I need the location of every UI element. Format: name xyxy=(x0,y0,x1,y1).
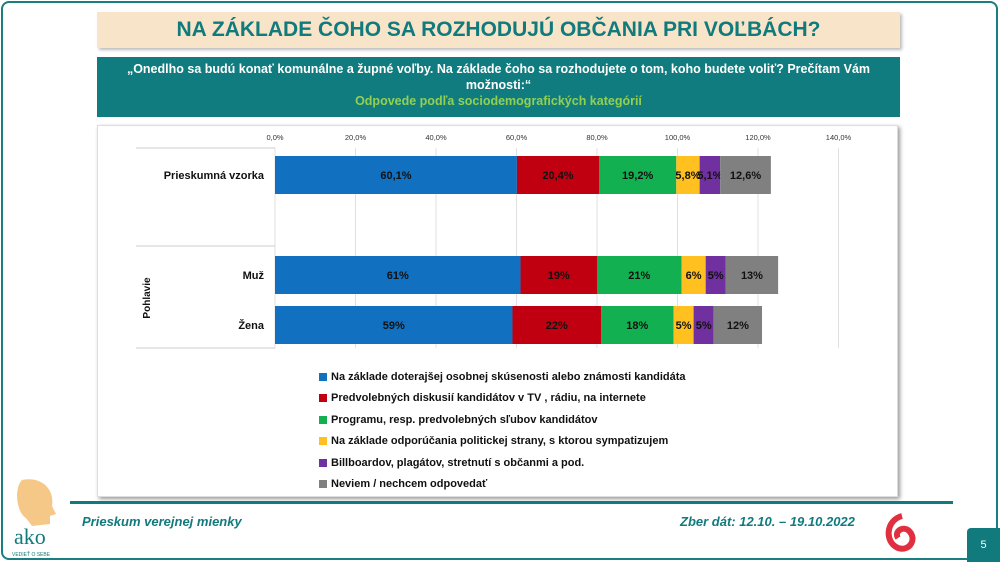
bar-segment xyxy=(512,306,602,344)
data-label: 13% xyxy=(741,270,763,282)
data-label: 5% xyxy=(676,320,692,332)
bar-segment xyxy=(705,256,726,294)
bar-chart: 0,0% 20,0% 40,0% 60,0% 80,0% 100,0% 120,0% 140,… xyxy=(136,133,852,349)
data-label: 59% xyxy=(383,320,405,332)
category-label: Žena xyxy=(238,319,265,332)
data-label: 22% xyxy=(546,320,568,332)
x-tick-label: 60,0% xyxy=(506,133,528,142)
chart-area: 0,0% 20,0% 40,0% 60,0% 80,0% 100,0% 120,0% 140,… xyxy=(97,125,898,497)
legend-swatch xyxy=(319,415,327,424)
slide-title: NA ZÁKLADE ČOHO SA ROZHODUJÚ OBČANIA PRI… xyxy=(97,12,900,48)
bar-segment xyxy=(516,156,600,194)
x-tick-label: 100,0% xyxy=(665,133,691,142)
page-number: 5 xyxy=(967,528,1000,562)
x-tick-label: 80,0% xyxy=(586,133,608,142)
data-label: 6% xyxy=(686,270,702,282)
data-label: 61% xyxy=(387,270,409,282)
data-label: 19% xyxy=(548,270,570,282)
legend-label: Na základe odporúčania politickej strany… xyxy=(331,435,669,448)
data-label: 20,4% xyxy=(542,170,573,182)
data-label: 18% xyxy=(626,320,648,332)
legend-label: Neviem / nechcem odpovedať xyxy=(331,478,488,491)
bar-segment xyxy=(275,306,513,344)
legend-item: Neviem / nechcem odpovedať xyxy=(319,474,686,496)
bar-segment xyxy=(597,256,682,294)
data-label: 5,8% xyxy=(675,170,700,182)
bar-segment xyxy=(275,256,521,294)
data-label: 21% xyxy=(628,270,650,282)
x-tick-label: 0,0% xyxy=(266,133,283,142)
bar-segment xyxy=(601,306,674,344)
data-label: 5,1% xyxy=(697,170,722,182)
legend-swatch xyxy=(319,458,327,467)
legend-swatch xyxy=(319,480,327,489)
subtitle: Odpovede podľa sociodemografických kateg… xyxy=(355,94,642,108)
category-label: Prieskumná vzorka xyxy=(164,170,265,182)
bar-segment xyxy=(681,256,706,294)
data-label: 12,6% xyxy=(730,170,761,182)
footer-survey-name: Prieskum verejnej mienky xyxy=(82,514,242,529)
bar-segment xyxy=(725,256,779,294)
legend-swatch xyxy=(319,372,327,381)
legend-label: Predvolebných diskusií kandidátov v TV ,… xyxy=(331,392,646,405)
data-label: 60,1% xyxy=(380,170,411,182)
question-text: „Onedlho sa budú konať komunálne a župné… xyxy=(126,62,871,92)
bar-segment xyxy=(720,156,771,194)
legend-swatch xyxy=(319,437,327,446)
bar-segment xyxy=(599,156,677,194)
bar-segment xyxy=(699,156,721,194)
footer-date: Zber dát: 12.10. – 19.10.2022 xyxy=(680,514,855,529)
footer-divider xyxy=(70,501,953,504)
legend-label: Programu, resp. predvolebných sľubov kan… xyxy=(331,413,598,426)
x-tick-label: 40,0% xyxy=(425,133,447,142)
bar-segment xyxy=(275,156,517,194)
question-box: „Onedlho sa budú konať komunálne a župné… xyxy=(97,57,900,117)
x-tick-label: 20,0% xyxy=(345,133,367,142)
x-tick-label: 120,0% xyxy=(745,133,771,142)
bar-segment xyxy=(713,306,763,344)
data-label: 12% xyxy=(727,320,749,332)
legend-item: Na základe doterajšej osobnej skúsenosti… xyxy=(319,366,686,388)
legend-label: Billboardov, plagátov, stretnutí s občan… xyxy=(331,456,585,469)
legend-item: Na základe odporúčania politickej strany… xyxy=(319,431,686,453)
partner-logo-icon xyxy=(885,513,916,552)
legend-item: Billboardov, plagátov, stretnutí s občan… xyxy=(319,452,686,474)
x-tick-label: 140,0% xyxy=(826,133,852,142)
legend-item: Programu, resp. predvolebných sľubov kan… xyxy=(319,409,686,431)
group-label: Pohlavie xyxy=(142,277,153,319)
legend-swatch xyxy=(319,394,327,403)
data-label: 5% xyxy=(696,320,712,332)
legend-label: Na základe doterajšej osobnej skúsenosti… xyxy=(331,370,686,383)
legend-item: Predvolebných diskusií kandidátov v TV ,… xyxy=(319,388,686,410)
legend: Na základe doterajšej osobnej skúsenosti… xyxy=(319,366,686,495)
bar-segment xyxy=(676,156,700,194)
ako-logo: ako VEDIEŤ O SEBE xyxy=(10,478,70,558)
data-label: 5% xyxy=(708,270,724,282)
bar-segment xyxy=(693,306,714,344)
bar-segment xyxy=(520,256,597,294)
bar-segment xyxy=(673,306,694,344)
data-label: 19,2% xyxy=(622,170,653,182)
category-label: Muž xyxy=(243,270,265,282)
svg-text:ako: ako xyxy=(14,524,46,549)
svg-text:VEDIEŤ O SEBE: VEDIEŤ O SEBE xyxy=(12,550,51,558)
